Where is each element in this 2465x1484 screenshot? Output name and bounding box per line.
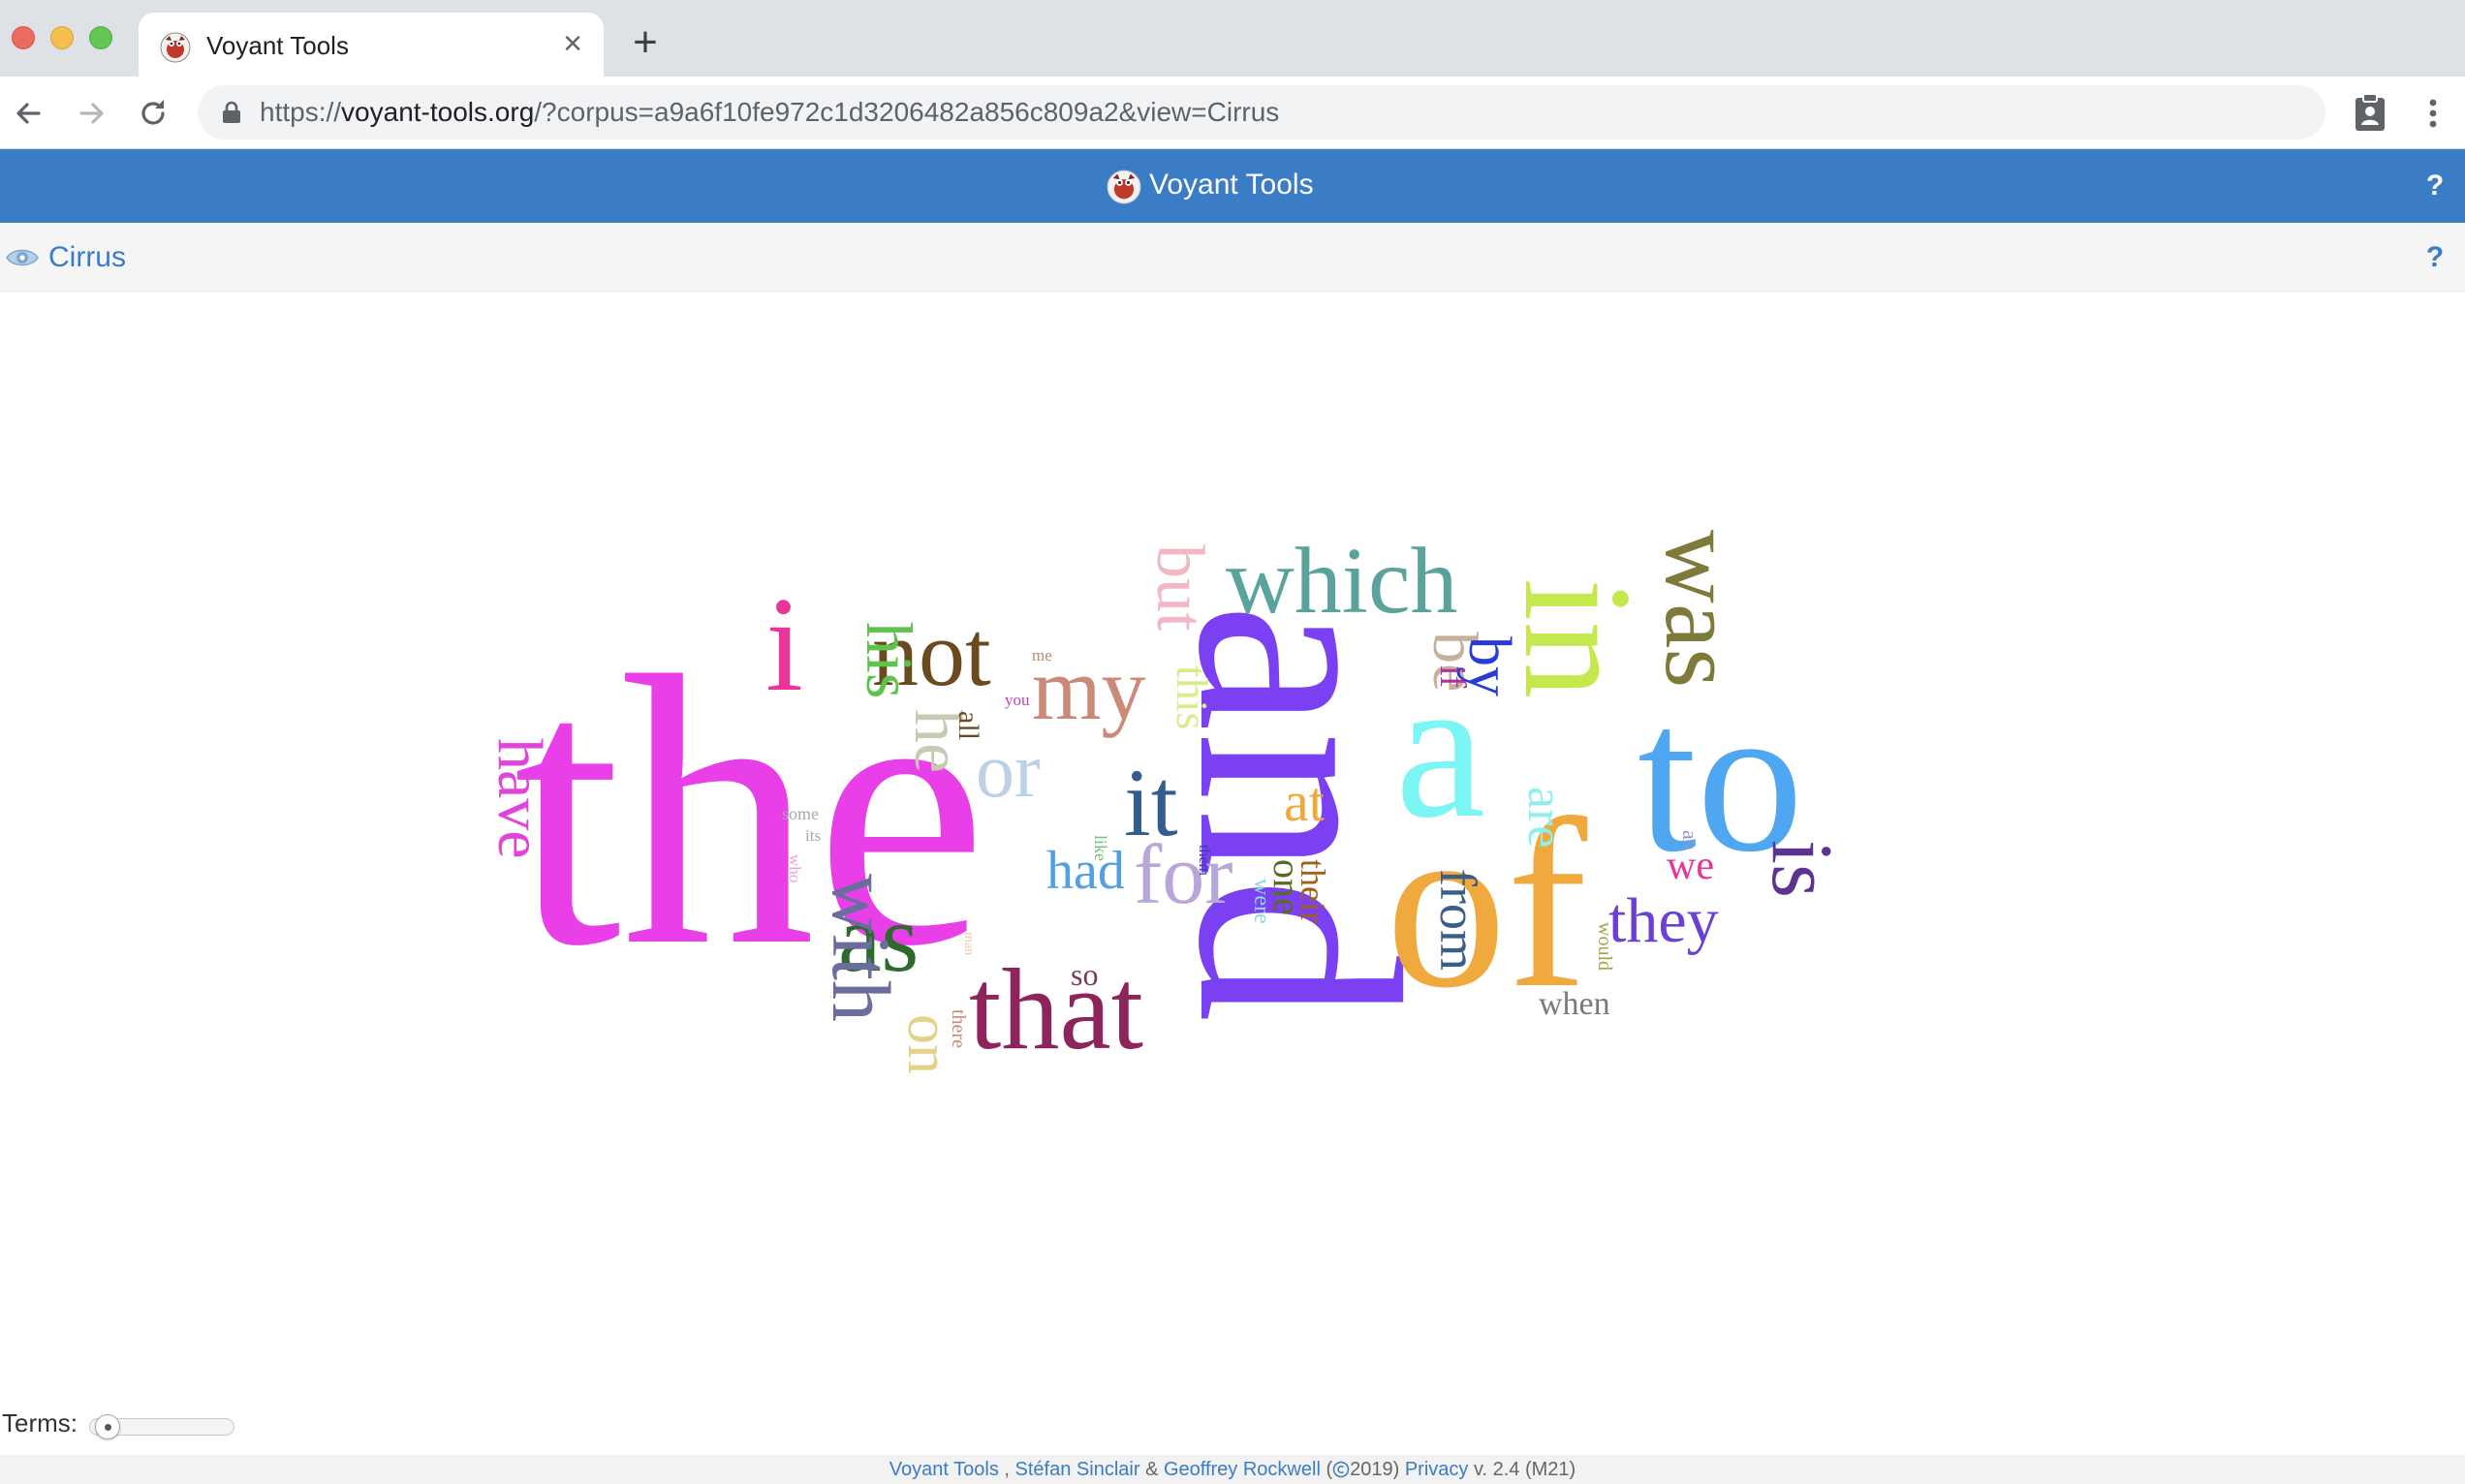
cloud-word-had[interactable]: had — [1046, 841, 1125, 901]
app-help-icon[interactable]: ? — [2425, 170, 2445, 201]
footer: Voyant Tools , Stéfan Sinclair & Geoffre… — [0, 1455, 2465, 1484]
cloud-word-the[interactable]: the — [514, 597, 987, 1026]
url-scheme: https:// — [260, 97, 342, 127]
reload-icon[interactable] — [134, 94, 172, 133]
cloud-word-in[interactable]: in — [1492, 578, 1665, 698]
kebab-menu-icon[interactable] — [2417, 94, 2449, 133]
window-maximize-button[interactable] — [89, 26, 112, 49]
cloud-word-have[interactable]: have — [484, 738, 555, 859]
footer-ampersand: & — [1145, 1459, 1159, 1480]
terms-label: Terms: — [2, 1408, 78, 1438]
url-host: voyant-tools.org — [341, 97, 535, 127]
cloud-word-its[interactable]: its — [805, 826, 821, 845]
panel-help-icon[interactable]: ? — [2425, 241, 2445, 273]
cloud-word-are[interactable]: are — [1517, 787, 1573, 848]
browser-tab-bar: Voyant Tools × + — [0, 0, 2465, 77]
cloud-word-were[interactable]: were — [1249, 879, 1274, 924]
footer-author-sinclair-link[interactable]: Stéfan Sinclair — [1014, 1459, 1140, 1480]
cloud-word-all[interactable]: all — [952, 711, 984, 740]
forward-arrow-icon[interactable] — [72, 94, 110, 133]
lock-icon[interactable] — [221, 101, 242, 124]
cloud-word-of[interactable]: of — [1386, 770, 1588, 1038]
cloud-word-this[interactable]: this — [1168, 665, 1217, 729]
cloud-word-for[interactable]: for — [1134, 828, 1233, 922]
cloud-word-is[interactable]: is — [1754, 840, 1850, 898]
address-bar[interactable]: https://voyant-tools.org/?corpus=a9a6f10… — [198, 85, 2325, 139]
cloud-word-them[interactable]: them — [1196, 845, 1212, 877]
cloud-word-who[interactable]: who — [786, 854, 804, 882]
cloud-word-me[interactable]: me — [1032, 646, 1052, 665]
cloud-word-or[interactable]: or — [976, 728, 1041, 814]
footer-year: 2019) — [1350, 1459, 1400, 1480]
cloud-word-from[interactable]: from — [1429, 869, 1487, 971]
cloud-word-an[interactable]: an — [1678, 830, 1702, 850]
browser-tab[interactable]: Voyant Tools × — [139, 13, 604, 77]
cloud-word-to[interactable]: to — [1638, 660, 1803, 896]
cloud-word-there[interactable]: there — [948, 1009, 969, 1048]
tab-close-icon[interactable]: × — [563, 25, 582, 62]
new-tab-button[interactable]: + — [633, 18, 658, 66]
cloud-word-man[interactable]: man — [961, 932, 976, 955]
panel-title: Cirrus — [48, 241, 126, 273]
cloud-word-not[interactable]: not — [872, 602, 991, 705]
terms-slider-thumb[interactable] — [95, 1414, 120, 1439]
cloud-word-you[interactable]: you — [1005, 691, 1030, 709]
cloud-word-it[interactable]: it — [1124, 749, 1178, 856]
app-header: Voyant Tools ? — [0, 149, 2465, 223]
cloud-word-one[interactable]: one — [1265, 859, 1309, 915]
cloud-word-if[interactable]: if — [1432, 665, 1473, 689]
url-path: /?corpus=a9a6f10fe972c1d3206482a856c809a… — [534, 97, 1280, 127]
cloud-word-my[interactable]: my — [1032, 639, 1146, 738]
tab-title: Voyant Tools — [206, 31, 349, 60]
footer-author-rockwell-link[interactable]: Geoffrey Rockwell — [1163, 1459, 1321, 1480]
window-close-button[interactable] — [12, 26, 35, 49]
cloud-word-i[interactable]: i — [765, 570, 803, 720]
clipboard-extension-icon[interactable] — [2353, 92, 2387, 133]
cloud-word-would[interactable]: would — [1594, 922, 1615, 971]
back-arrow-icon[interactable] — [10, 94, 48, 133]
cloud-word-which[interactable]: which — [1226, 529, 1458, 634]
cloud-word-on[interactable]: on — [895, 1014, 961, 1074]
cloud-word-some[interactable]: some — [782, 804, 819, 823]
cloud-word-as[interactable]: as — [838, 884, 919, 992]
url-text[interactable]: https://voyant-tools.org/?corpus=a9a6f10… — [260, 95, 1279, 130]
cloud-word-but[interactable]: but — [1142, 544, 1217, 632]
cloud-word-so[interactable]: so — [1071, 957, 1098, 992]
footer-separator: , — [1004, 1459, 1010, 1480]
cloud-word-a[interactable]: a — [1395, 635, 1485, 860]
voyant-logo-icon — [1107, 170, 1141, 204]
window-minimize-button[interactable] — [50, 26, 74, 49]
word-cloud-area: the and of to a in i that it was which not my is as wit… — [0, 293, 2465, 1397]
cloud-word-by[interactable]: by — [1456, 636, 1522, 696]
cloud-word-we[interactable]: we — [1667, 844, 1714, 888]
cloud-word-he[interactable]: he — [900, 709, 975, 773]
browser-toolbar: https://voyant-tools.org/?corpus=a9a6f10… — [0, 77, 2465, 149]
footer-privacy-link[interactable]: Privacy — [1404, 1459, 1469, 1480]
cirrus-panel-header: Cirrus ? — [0, 223, 2465, 293]
cloud-word-and[interactable]: and — [1139, 603, 1460, 1022]
copyright-icon — [1332, 1461, 1350, 1478]
terms-control: Terms: — [0, 1397, 2465, 1455]
footer-version: v. 2.4 (M21) — [1473, 1459, 1576, 1480]
cloud-word-his[interactable]: his — [853, 622, 926, 698]
eye-icon[interactable] — [6, 246, 39, 269]
cloud-word-was[interactable]: was — [1644, 530, 1758, 688]
voyant-favicon-icon — [160, 32, 191, 63]
cloud-word-they[interactable]: they — [1608, 885, 1719, 956]
cloud-word-like[interactable]: like — [1091, 835, 1110, 861]
footer-copyright: (2019) — [1326, 1459, 1400, 1480]
cloud-word-that[interactable]: that — [969, 944, 1143, 1073]
cloud-word-at[interactable]: at — [1284, 770, 1325, 833]
cloud-word-when[interactable]: when — [1539, 986, 1610, 1022]
cloud-word-their[interactable]: their — [1294, 859, 1332, 923]
cloud-word-with[interactable]: with — [815, 874, 908, 1022]
cloud-word-be[interactable]: be — [1420, 632, 1490, 692]
app-title[interactable]: Voyant Tools — [1149, 169, 1314, 201]
footer-voyant-link[interactable]: Voyant Tools — [889, 1459, 999, 1480]
terms-slider-track[interactable] — [89, 1418, 234, 1436]
